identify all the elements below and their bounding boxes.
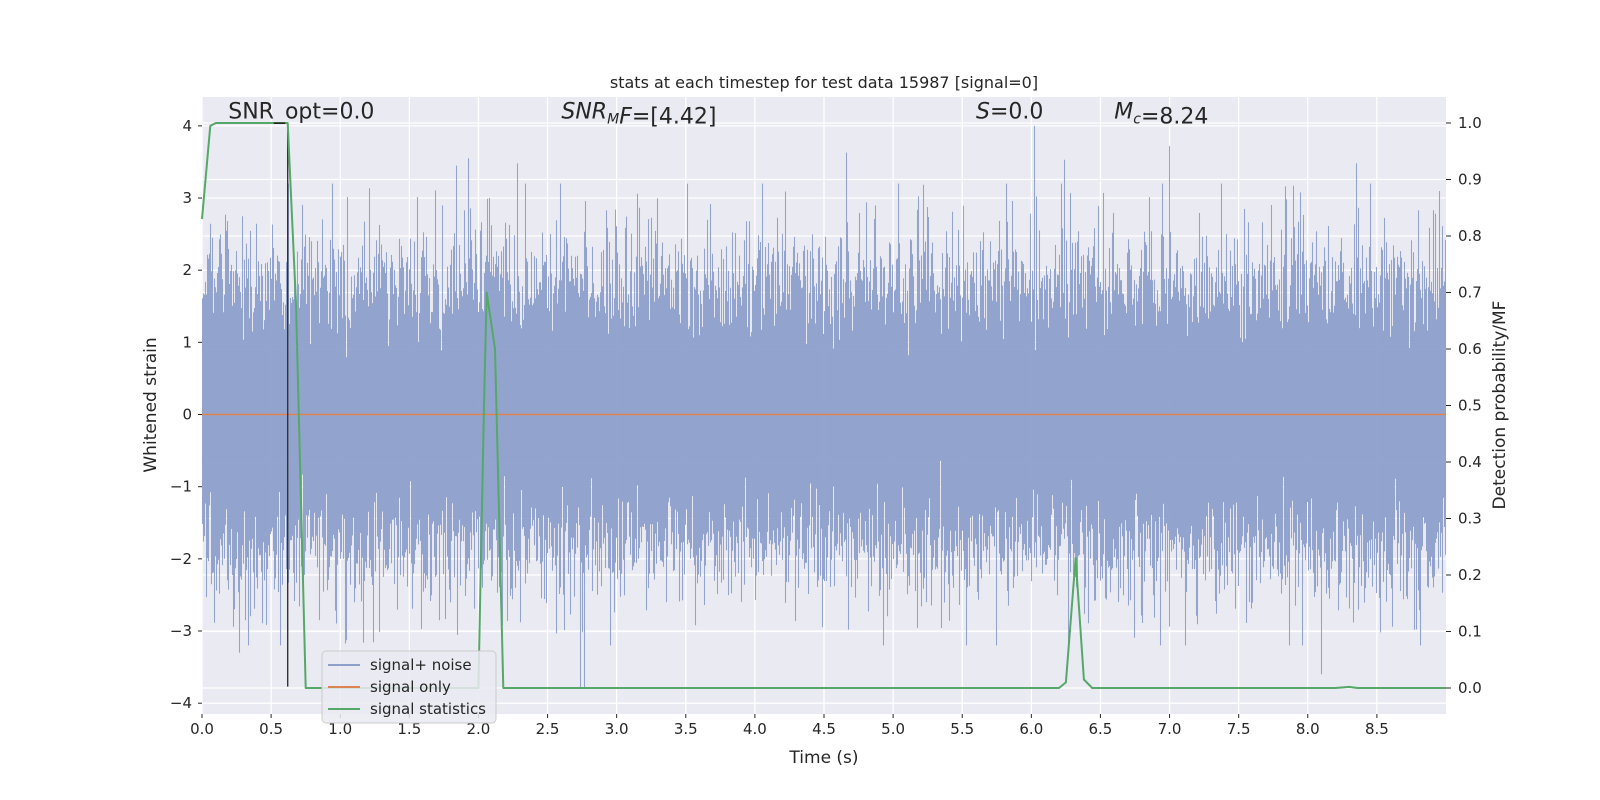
y-axis-label: Whitened strain bbox=[141, 337, 161, 472]
x-tick-label: 3.0 bbox=[605, 720, 629, 738]
plot-layer bbox=[201, 122, 1447, 689]
x-tick-label: 1.5 bbox=[397, 720, 421, 738]
legend-label: signal statistics bbox=[370, 700, 486, 718]
y2-tick-label: 0.6 bbox=[1458, 340, 1482, 358]
y-tick-label: −3 bbox=[170, 622, 192, 640]
y2-tick-label: 0.1 bbox=[1458, 623, 1482, 641]
annotation-text: SNRMF=[4.42] bbox=[561, 100, 716, 130]
y-tick-label: −1 bbox=[170, 478, 192, 496]
x-tick-label: 1.0 bbox=[328, 720, 352, 738]
x-tick-label: 5.5 bbox=[950, 720, 974, 738]
annotation-text: Mc=8.24 bbox=[1114, 100, 1208, 130]
legend-label: signal only bbox=[370, 678, 451, 696]
y-tick-label: 0 bbox=[182, 406, 192, 424]
y2-tick-label: 0.3 bbox=[1458, 510, 1482, 528]
x-tick-label: 0.0 bbox=[190, 720, 214, 738]
y2-tick-label: 1.0 bbox=[1458, 114, 1482, 132]
y2-tick-label: 0.0 bbox=[1458, 679, 1482, 697]
y2-axis-label: Detection probability/MF bbox=[1490, 301, 1510, 510]
legend: signal+ noise signal only signal statistic… bbox=[321, 650, 497, 724]
x-tick-label: 3.5 bbox=[674, 720, 698, 738]
chart-title: stats at each timestep for test data 159… bbox=[610, 73, 1038, 92]
y2-axis: 1.0 0.9 0.8 0.7 0.6 0.5 0.4 0.3 0.2 0.1 0.0 bbox=[1446, 114, 1482, 697]
x-tick-label: 8.5 bbox=[1365, 720, 1389, 738]
x-tick-label: 7.0 bbox=[1158, 720, 1182, 738]
x-tick-label: 6.0 bbox=[1019, 720, 1043, 738]
x-tick-label: 5.0 bbox=[881, 720, 905, 738]
series-signal-statistics bbox=[201, 122, 1446, 689]
x-tick-label: 7.5 bbox=[1227, 720, 1251, 738]
legend-box bbox=[321, 650, 497, 724]
annotation-text: SNR_opt=0.0 bbox=[228, 100, 374, 125]
y-tick-label: −4 bbox=[170, 694, 192, 712]
y-axis: 4 3 2 1 0 −1 −2 −3 −4 bbox=[170, 117, 202, 712]
x-tick-label: 4.0 bbox=[743, 720, 767, 738]
x-tick-label: 2.5 bbox=[536, 720, 560, 738]
y2-tick-label: 0.2 bbox=[1458, 566, 1482, 584]
x-axis: 0.0 0.5 1.0 1.5 2.0 2.5 3.0 3.5 4.0 4.5 5.0 5.5 6.0 6… bbox=[190, 714, 1389, 738]
y-tick-label: −2 bbox=[170, 550, 192, 568]
x-tick-label: 4.5 bbox=[812, 720, 836, 738]
y2-tick-label: 0.5 bbox=[1458, 397, 1482, 415]
x-axis-label: Time (s) bbox=[788, 748, 858, 768]
annotations: SNR_opt=0.0 SNRMF=[4.42] S=0.0 Mc=8.24 bbox=[228, 100, 1208, 130]
y2-tick-label: 0.4 bbox=[1458, 453, 1482, 471]
y-tick-label: 1 bbox=[182, 333, 192, 351]
y2-tick-label: 0.8 bbox=[1458, 227, 1482, 245]
x-tick-label: 2.0 bbox=[467, 720, 491, 738]
legend-label: signal+ noise bbox=[370, 656, 472, 674]
y2-tick-label: 0.7 bbox=[1458, 283, 1482, 301]
y-tick-label: 2 bbox=[182, 261, 192, 279]
y-tick-label: 4 bbox=[182, 117, 192, 135]
x-tick-label: 0.5 bbox=[259, 720, 283, 738]
x-tick-label: 6.5 bbox=[1089, 720, 1113, 738]
annotation-text: S=0.0 bbox=[976, 100, 1043, 125]
y2-tick-label: 0.9 bbox=[1458, 170, 1482, 188]
y-tick-label: 3 bbox=[182, 189, 192, 207]
x-tick-label: 8.0 bbox=[1296, 720, 1320, 738]
